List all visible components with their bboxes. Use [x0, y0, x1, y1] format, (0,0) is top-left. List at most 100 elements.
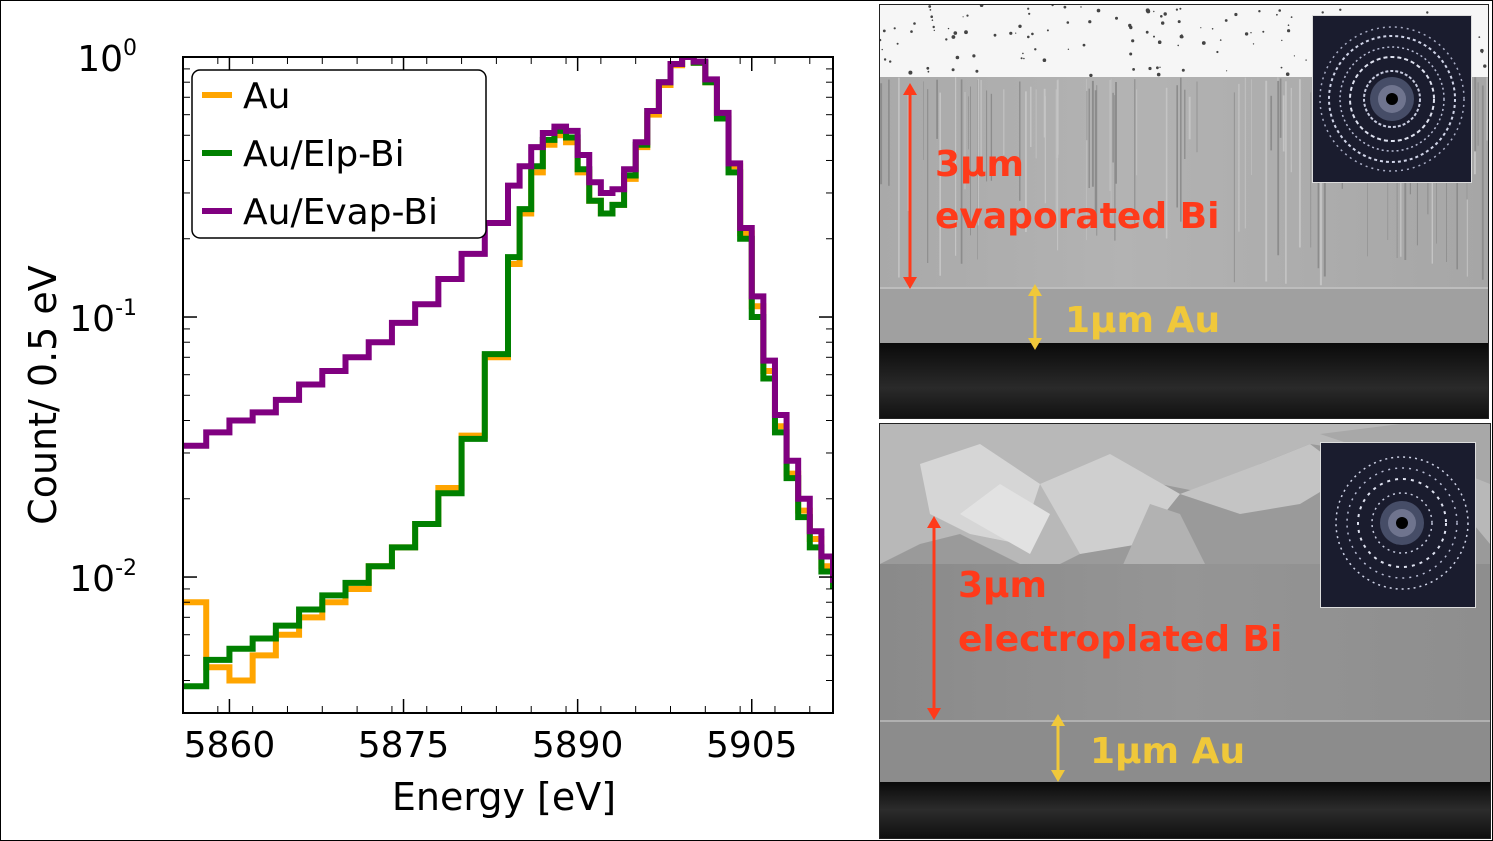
speckle-dot	[1224, 19, 1228, 22]
speckle-dot	[1115, 16, 1118, 20]
speckle-dot	[1156, 72, 1161, 77]
x-axis-label: Energy [eV]	[392, 775, 616, 819]
speckle-dot	[889, 60, 892, 63]
speckle-dot	[945, 38, 948, 41]
x-tick-label: 5905	[706, 725, 798, 766]
speckle-dot	[1015, 32, 1017, 34]
speckle-dot	[964, 30, 968, 35]
speckle-dot	[1177, 20, 1181, 24]
diffraction-pattern-inset	[1312, 15, 1472, 183]
speckle-dot	[962, 16, 964, 18]
speckle-dot	[1226, 70, 1228, 72]
speckle-dot	[1027, 35, 1030, 39]
speckle-dot	[1153, 35, 1155, 38]
speckle-dot	[880, 38, 882, 42]
columnar-grains	[880, 77, 1488, 286]
speckle-dot	[1252, 43, 1255, 45]
speckle-dot	[1293, 55, 1295, 57]
au-thickness-arrow	[1028, 284, 1042, 350]
speckle-dot	[1287, 24, 1290, 27]
speckle-dot	[926, 66, 930, 70]
speckle-dot	[1276, 13, 1278, 16]
speckle-dot	[979, 5, 984, 7]
speckle-dot	[1321, 11, 1324, 14]
speckle-dot	[1281, 39, 1283, 42]
au-layer-top	[880, 287, 1488, 345]
speckle-dot	[882, 29, 886, 33]
y-tick-label: 100	[77, 36, 137, 80]
speckle-dot	[1096, 8, 1101, 13]
speckle-dot	[1153, 10, 1155, 13]
diffraction-rings	[1313, 16, 1471, 182]
speckle-dot	[1481, 51, 1483, 54]
speckle-dot	[1177, 44, 1179, 47]
speckle-dot	[1211, 28, 1214, 30]
speckle-dot	[1129, 52, 1133, 56]
speckle-dot	[928, 5, 932, 8]
speckle-dot	[1145, 30, 1149, 34]
speckle-dot	[933, 29, 935, 32]
speckle-dot	[913, 22, 916, 25]
speckle-dot	[1046, 29, 1049, 32]
speckle-dot	[893, 27, 896, 30]
speckle-dot	[1063, 5, 1067, 9]
speckle-dot	[1023, 57, 1025, 60]
speckle-dot	[1175, 8, 1178, 11]
speckle-dot	[955, 55, 960, 60]
speckle-dot	[1018, 24, 1022, 28]
speckle-dot	[993, 33, 997, 37]
legend-box	[191, 69, 487, 239]
speckle-dot	[1027, 7, 1030, 10]
speckle-dot	[1250, 32, 1252, 34]
speckle-dot	[1131, 39, 1135, 43]
legend-label: Au/Elp-Bi	[243, 134, 405, 175]
speckle-dot	[1042, 58, 1047, 62]
speckle-dot	[1258, 10, 1261, 13]
y-tick-label: 10-1	[69, 296, 137, 340]
speckle-dot	[1082, 43, 1086, 47]
speckle-dot	[1163, 12, 1167, 16]
speckle-dot	[951, 35, 956, 39]
sem-image-evaporated: 3µm evaporated Bi 1µm Au	[879, 4, 1489, 419]
speckle-dot	[1022, 52, 1024, 55]
speckle-dot	[908, 70, 913, 75]
bi-thickness-label: 3µm	[935, 144, 1025, 185]
speckle-dot	[1161, 21, 1165, 25]
speckle-dot	[1031, 32, 1034, 36]
speckle-dot	[1067, 48, 1070, 50]
speckle-dot	[927, 70, 930, 73]
speckle-dot	[1129, 25, 1133, 30]
speckle-dot	[929, 9, 932, 11]
speckle-dot	[953, 31, 958, 35]
speckle-dot	[1145, 8, 1150, 13]
speckle-dot	[883, 58, 887, 61]
series-line-1	[183, 57, 833, 690]
x-tick-label: 5890	[532, 725, 624, 766]
bi-thickness-arrow	[903, 83, 917, 289]
speckle-dot	[1339, 8, 1342, 11]
speckle-dot	[1080, 6, 1082, 8]
substrate-top	[880, 343, 1488, 418]
speckle-dot	[1028, 12, 1031, 15]
speckle-dot	[1088, 20, 1092, 24]
bi-material-label: electroplated Bi	[958, 619, 1283, 660]
speckle-dot	[1287, 29, 1291, 33]
series-group	[183, 57, 833, 690]
bi-thickness-label: 3µm	[958, 565, 1048, 606]
bi-layer-evaporated	[880, 77, 1488, 287]
speckle-dot	[1305, 59, 1307, 61]
speckle-dot	[1244, 32, 1249, 36]
speckle-dot	[1200, 27, 1202, 29]
au-thickness-label: 1µm Au	[1065, 300, 1221, 341]
speckle-dot	[1148, 66, 1152, 71]
substrate-bottom	[880, 782, 1490, 838]
speckle-dot	[910, 30, 913, 33]
speckle-dot	[947, 27, 950, 30]
speckle-dot	[1480, 48, 1484, 53]
speckle-dot	[1216, 50, 1219, 54]
y-tick-label: 10-2	[69, 556, 137, 600]
speckle-dot	[930, 15, 933, 18]
x-tick-label: 5860	[184, 725, 276, 766]
legend-label: Au/Evap-Bi	[243, 192, 438, 233]
speckle-dot	[1262, 30, 1265, 33]
